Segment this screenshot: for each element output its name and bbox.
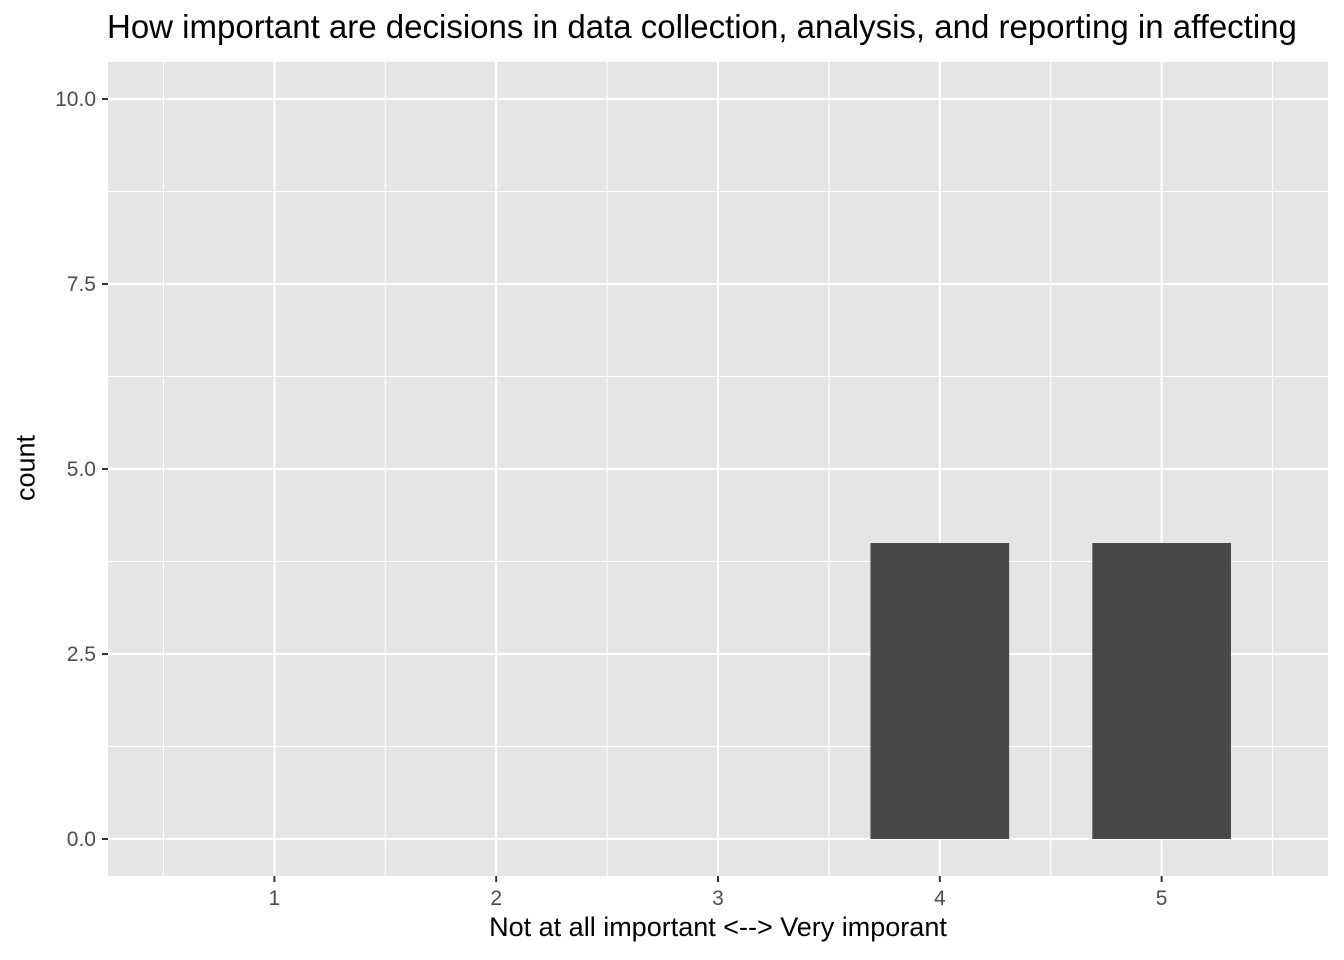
- x-axis: 1 2 3 4 5: [269, 876, 1168, 910]
- x-tick-label: 3: [712, 887, 724, 910]
- y-tick-label: 5.0: [67, 458, 96, 481]
- y-tick-label: 10.0: [55, 88, 96, 111]
- y-axis-title: count: [10, 434, 41, 502]
- x-axis-title: Not at all important <--> Very imporant: [489, 912, 947, 942]
- bar: [1092, 543, 1231, 839]
- y-axis: 0.0 2.5 5.0 7.5 10.0: [55, 88, 108, 851]
- bar: [870, 543, 1010, 839]
- y-tick-label: 7.5: [67, 273, 96, 296]
- x-tick-label: 1: [269, 887, 281, 910]
- bars: [870, 543, 1231, 839]
- y-tick-label: 0.0: [67, 828, 96, 851]
- x-tick-label: 4: [934, 887, 946, 910]
- major-gridlines: [108, 62, 1328, 876]
- chart-title: How important are decisions in data coll…: [107, 8, 1297, 45]
- y-tick-label: 2.5: [67, 643, 96, 666]
- x-tick-label: 2: [490, 887, 502, 910]
- x-tick-label: 5: [1156, 887, 1168, 910]
